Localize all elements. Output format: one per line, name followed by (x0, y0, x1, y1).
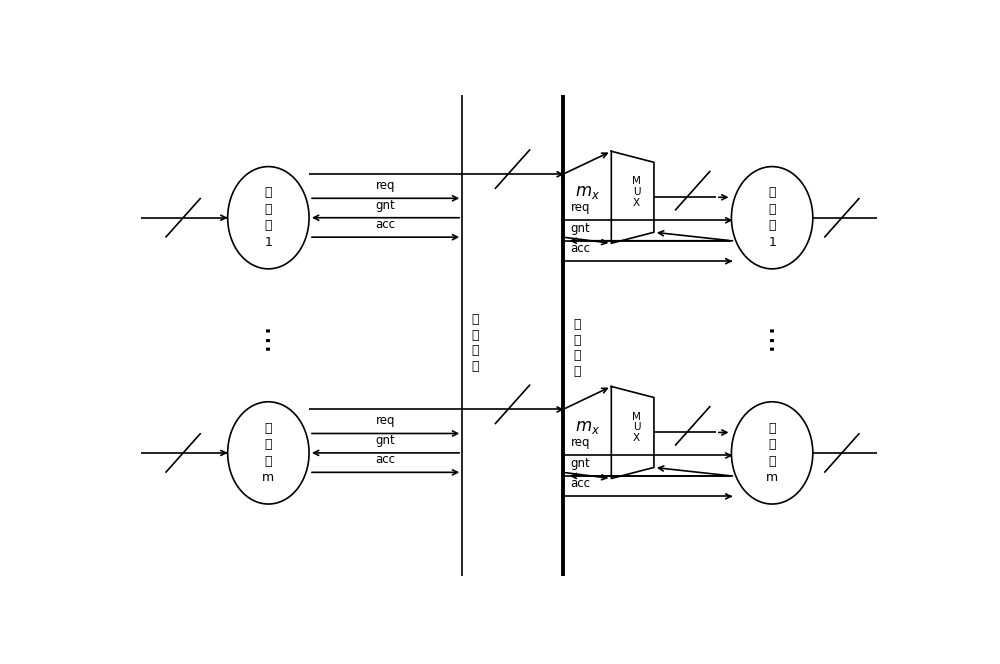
Text: req: req (571, 201, 590, 214)
Text: 输
入
端
m: 输 入 端 m (262, 422, 274, 484)
Text: gnt: gnt (571, 457, 590, 470)
Text: req: req (571, 436, 590, 450)
Text: acc: acc (571, 477, 591, 490)
Ellipse shape (731, 402, 813, 504)
Text: 数
据
总
线: 数 据 总 线 (573, 318, 580, 378)
Text: ···: ··· (254, 321, 283, 350)
Polygon shape (611, 386, 654, 479)
Text: 输
出
端
1: 输 出 端 1 (768, 187, 776, 249)
Text: req: req (376, 414, 395, 428)
Text: 输
入
端
1: 输 入 端 1 (264, 187, 272, 249)
Text: M
U
X: M U X (632, 412, 641, 443)
Text: M
U
X: M U X (632, 177, 641, 208)
Ellipse shape (228, 402, 309, 504)
Text: acc: acc (376, 218, 396, 231)
Text: acc: acc (571, 242, 591, 255)
Ellipse shape (228, 167, 309, 269)
Ellipse shape (731, 167, 813, 269)
Polygon shape (611, 151, 654, 243)
Text: ···: ··· (758, 321, 787, 350)
Text: gnt: gnt (376, 199, 395, 212)
Text: $m_x$: $m_x$ (575, 418, 600, 436)
Text: req: req (376, 179, 395, 192)
Text: 输
出
端
m: 输 出 端 m (766, 422, 778, 484)
Text: $m_x$: $m_x$ (575, 183, 600, 201)
Text: gnt: gnt (376, 434, 395, 447)
Text: gnt: gnt (571, 222, 590, 234)
Text: acc: acc (376, 454, 396, 466)
Text: 仲
裁
总
线: 仲 裁 总 线 (471, 313, 479, 373)
